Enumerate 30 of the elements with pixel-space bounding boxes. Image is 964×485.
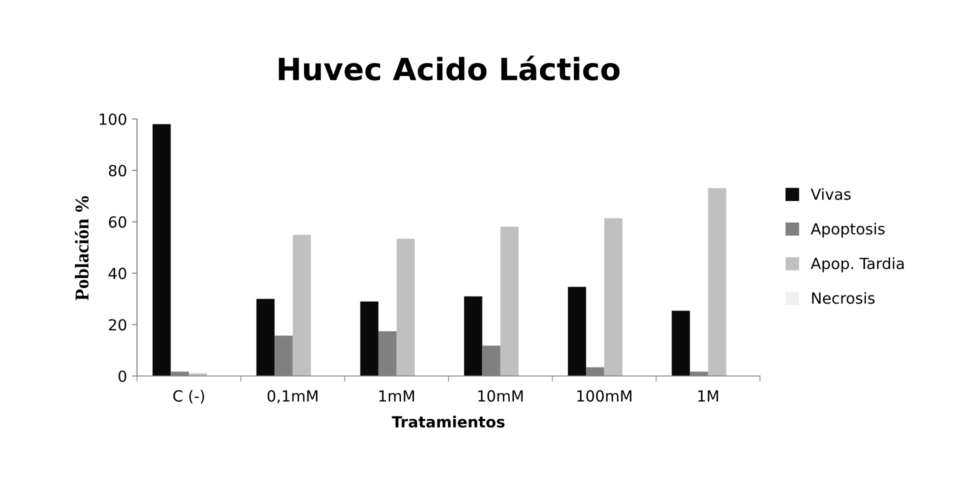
x-tick-label: 1mM bbox=[379, 390, 414, 402]
y-tick-label: 40 bbox=[108, 268, 126, 280]
legend-label: Apop. Tardia bbox=[810, 257, 904, 272]
chart-title: Huvec Acido Láctico bbox=[278, 56, 620, 81]
bar bbox=[604, 218, 622, 376]
x-tick-label: C (-) bbox=[173, 390, 204, 404]
bar bbox=[708, 188, 726, 376]
bar bbox=[568, 286, 586, 376]
bar bbox=[360, 301, 378, 376]
bar bbox=[396, 238, 415, 376]
legend-label: Apoptosis bbox=[810, 222, 885, 238]
x-axis-title: Tratamientos bbox=[392, 416, 505, 428]
x-tick-label: 100mM bbox=[577, 390, 632, 402]
x-tick-label: 1M bbox=[698, 390, 718, 402]
bar bbox=[500, 226, 519, 376]
bar bbox=[292, 234, 311, 376]
y-tick-label: 100 bbox=[100, 113, 126, 126]
y-axis-title: Población % bbox=[74, 196, 89, 300]
legend-label: Vivas bbox=[810, 188, 851, 200]
y-tick-label: 60 bbox=[108, 216, 126, 228]
bar bbox=[464, 296, 482, 376]
legend-label: Necrosis bbox=[812, 292, 875, 304]
bar bbox=[672, 310, 690, 376]
x-tick-label: 0,1mM bbox=[268, 390, 318, 404]
y-tick-label: 80 bbox=[108, 164, 126, 176]
x-tick-label: 10mM bbox=[478, 390, 523, 402]
y-tick-label: 20 bbox=[108, 319, 126, 331]
y-tick-label: 0 bbox=[118, 370, 126, 382]
bar bbox=[256, 298, 275, 376]
bar bbox=[152, 124, 171, 376]
